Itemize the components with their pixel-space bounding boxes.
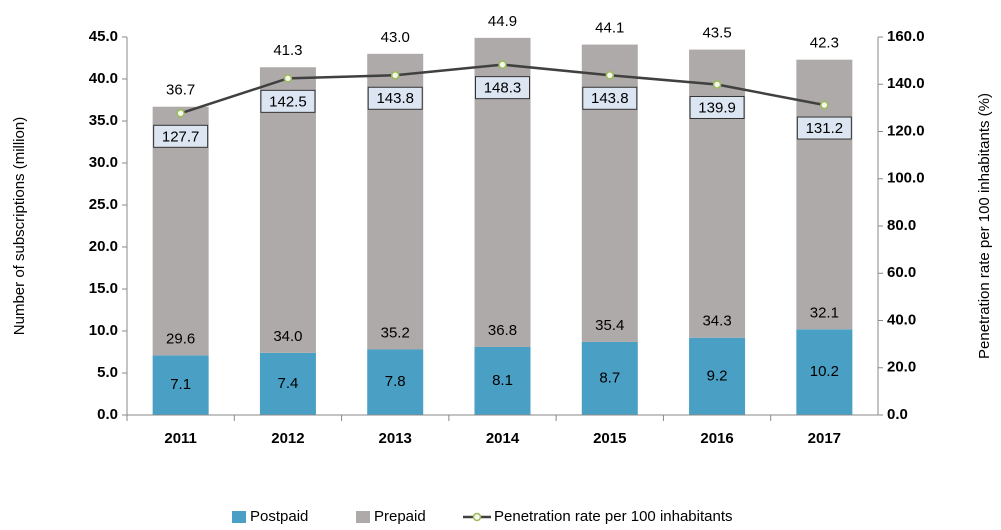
y2-tick-label: 140.0	[887, 75, 925, 92]
x-tick-label: 2016	[700, 430, 733, 447]
y-tick-label: 20.0	[89, 238, 118, 255]
value-label: 29.6	[166, 330, 195, 347]
legend-swatch	[356, 511, 370, 523]
value-label: 35.2	[381, 324, 410, 341]
value-label: 131.2	[806, 120, 844, 137]
value-label: 7.1	[170, 376, 191, 393]
y2-tick-label: 20.0	[887, 359, 916, 376]
value-label: 139.9	[698, 99, 736, 116]
y-tick-label: 5.0	[97, 364, 118, 381]
total-label: 44.9	[488, 13, 517, 30]
total-label: 43.0	[381, 29, 410, 46]
marker	[820, 100, 829, 110]
y-tick-label: 10.0	[89, 322, 118, 339]
bar	[689, 337, 746, 415]
value-label: 143.8	[376, 90, 414, 107]
total-label: 41.3	[273, 42, 302, 59]
y2-tick-label: 0.0	[887, 406, 908, 423]
bar	[689, 49, 746, 338]
value-label: 8.1	[492, 372, 513, 389]
x-tick-label: 2012	[271, 430, 304, 447]
y-tick-label: 25.0	[89, 196, 118, 213]
legend-label: Prepaid	[374, 508, 426, 525]
label-box	[367, 86, 423, 110]
y-tick-label: 45.0	[89, 28, 118, 45]
value-label: 34.0	[273, 328, 302, 345]
y2-tick-label: 80.0	[887, 217, 916, 234]
x-tick-label: 2015	[593, 430, 626, 447]
value-label: 7.4	[277, 375, 298, 392]
marker	[712, 80, 722, 89]
y2-tick-label: 120.0	[887, 122, 925, 139]
x-tick-label: 2013	[379, 430, 412, 447]
value-label: 32.1	[810, 304, 839, 321]
value-label: 9.2	[707, 367, 728, 384]
bar	[259, 352, 316, 415]
bar	[259, 67, 316, 353]
value-label: 35.4	[595, 317, 624, 334]
marker	[176, 109, 185, 118]
y2-tick-label: 40.0	[887, 311, 916, 328]
legend-label: Penetration rate per 100 inhabitants	[494, 508, 733, 525]
marker	[498, 60, 507, 69]
label-box	[796, 116, 852, 140]
label-box	[153, 124, 209, 148]
value-label: 142.5	[269, 93, 307, 110]
marker	[390, 71, 400, 80]
value-label: 34.3	[702, 313, 731, 330]
value-label: 8.7	[599, 369, 620, 386]
value-label: 127.7	[162, 128, 200, 145]
legend-swatch	[232, 511, 246, 523]
y-tick-label: 35.0	[89, 112, 118, 129]
value-label: 10.2	[810, 363, 839, 380]
label-box	[260, 89, 316, 113]
marker	[605, 71, 615, 80]
bar	[581, 341, 638, 415]
x-tick-label: 2014	[486, 430, 520, 447]
bar	[796, 329, 853, 415]
bar	[367, 349, 424, 415]
x-tick-label: 2011	[164, 430, 197, 447]
value-label: 148.3	[484, 80, 522, 97]
total-label: 43.5	[702, 25, 731, 42]
bar	[474, 346, 531, 415]
value-label: 36.8	[488, 322, 517, 339]
bar	[152, 106, 209, 356]
y-axis-title: Number of subscriptions (million)	[11, 117, 28, 335]
label-box	[582, 86, 638, 110]
y2-tick-label: 160.0	[887, 28, 925, 45]
value-label: 7.8	[385, 373, 406, 390]
value-label: 143.8	[591, 90, 629, 107]
y-tick-label: 30.0	[89, 154, 118, 171]
bar	[152, 355, 209, 415]
y2-tick-label: 100.0	[887, 170, 925, 187]
x-tick-label: 2017	[808, 430, 841, 447]
legend-label: Postpaid	[250, 508, 308, 525]
label-box	[689, 95, 745, 119]
y2-axis-title: Penetration rate per 100 inhabitants (%)	[976, 93, 993, 359]
legend-marker	[472, 512, 482, 522]
y-tick-label: 40.0	[89, 70, 118, 87]
y-tick-label: 0.0	[97, 406, 118, 423]
marker	[283, 74, 293, 83]
y-tick-label: 15.0	[89, 280, 118, 297]
label-box	[475, 76, 530, 100]
total-label: 44.1	[595, 20, 624, 37]
total-label: 36.7	[166, 82, 195, 99]
total-label: 42.3	[810, 35, 839, 52]
y2-tick-label: 60.0	[887, 264, 916, 281]
